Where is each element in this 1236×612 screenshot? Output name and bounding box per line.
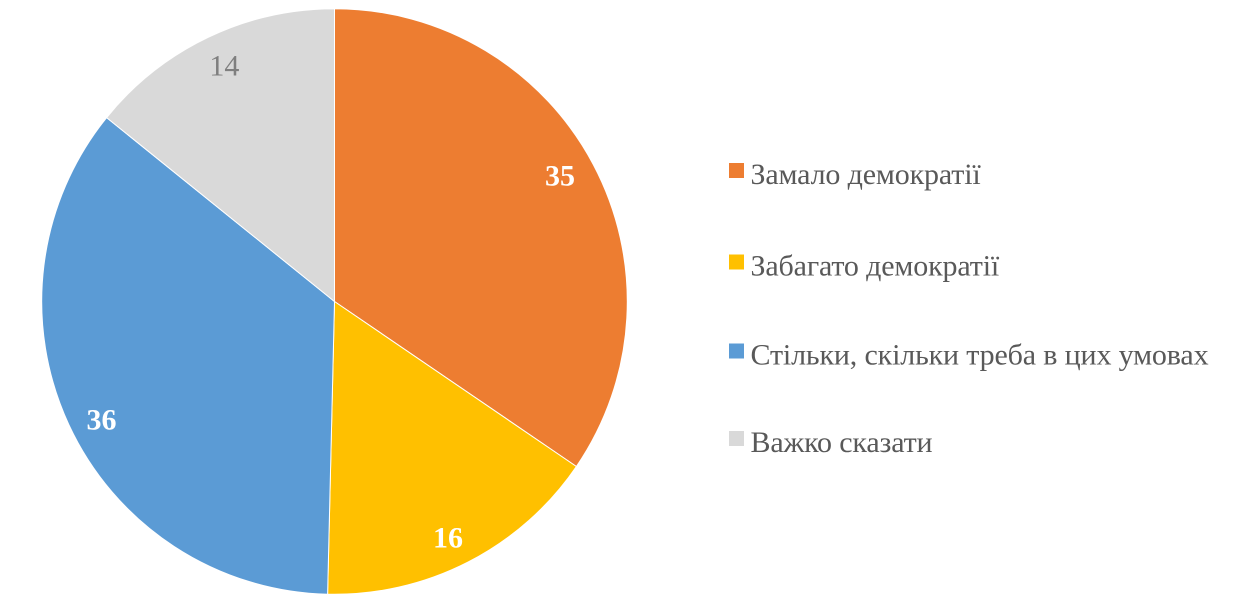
svg-text:14: 14 bbox=[209, 50, 239, 83]
svg-text:Стільки, скільки треба в цих у: Стільки, скільки треба в цих умовах bbox=[751, 339, 1209, 372]
svg-text:Забагато демократії: Забагато демократії bbox=[751, 250, 1000, 283]
svg-text:35: 35 bbox=[545, 159, 575, 192]
svg-text:Замало демократії: Замало демократії bbox=[751, 158, 982, 191]
svg-text:36: 36 bbox=[87, 404, 117, 437]
svg-text:Важко сказати: Важко сказати bbox=[751, 426, 933, 459]
svg-text:16: 16 bbox=[433, 522, 463, 555]
